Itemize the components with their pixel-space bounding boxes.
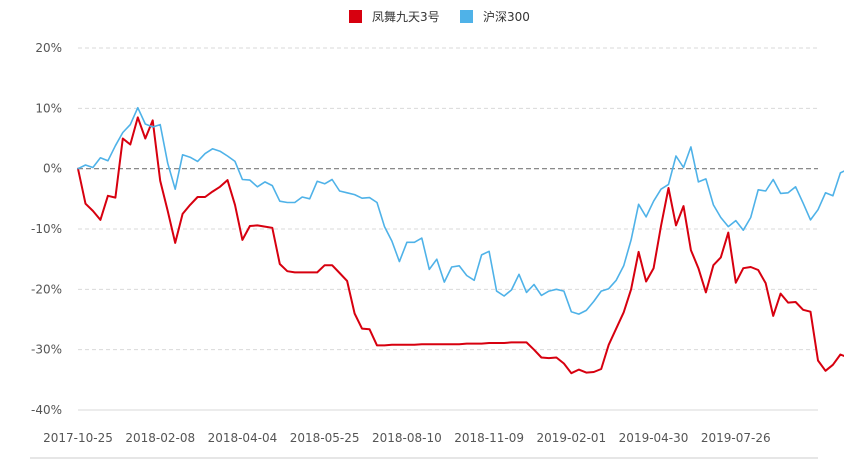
series-line-1[interactable] [77,116,844,394]
y-tick-label: 0% [43,162,62,176]
x-tick-label: 2018-04-04 [208,431,278,445]
legend-swatch-series-1[interactable] [349,10,362,23]
x-tick-label: 2018-11-09 [454,431,524,445]
y-tick-label: -10% [31,222,62,236]
y-tick-label: -40% [31,403,62,417]
y-axis: 20% 10% 0% -10% -20% -30% -40% [31,41,62,417]
x-tick-label: 2018-05-25 [290,431,360,445]
y-tick-label: 10% [35,101,62,115]
x-tick-label: 2019-07-26 [701,431,771,445]
legend: 凤舞九天3号 沪深300 [349,10,530,24]
x-tick-label: 2019-04-30 [619,431,689,445]
gridlines [78,47,818,411]
legend-label-series-2[interactable]: 沪深300 [483,10,530,24]
x-tick-label: 2017-10-25 [43,431,113,445]
x-axis: 2017-10-25 2018-02-08 2018-04-04 2018-05-25… [30,431,818,459]
legend-label-series-1[interactable]: 凤舞九天3号 [372,10,440,24]
series-line-2[interactable] [77,106,844,315]
plot-area [77,106,844,394]
y-tick-label: -30% [31,343,62,357]
x-tick-label: 2018-02-08 [125,431,195,445]
x-tick-label: 2019-02-01 [536,431,606,445]
x-tick-label: 2018-08-10 [372,431,442,445]
legend-swatch-series-2[interactable] [460,10,473,23]
y-tick-label: 20% [35,41,62,55]
y-tick-label: -20% [31,282,62,296]
